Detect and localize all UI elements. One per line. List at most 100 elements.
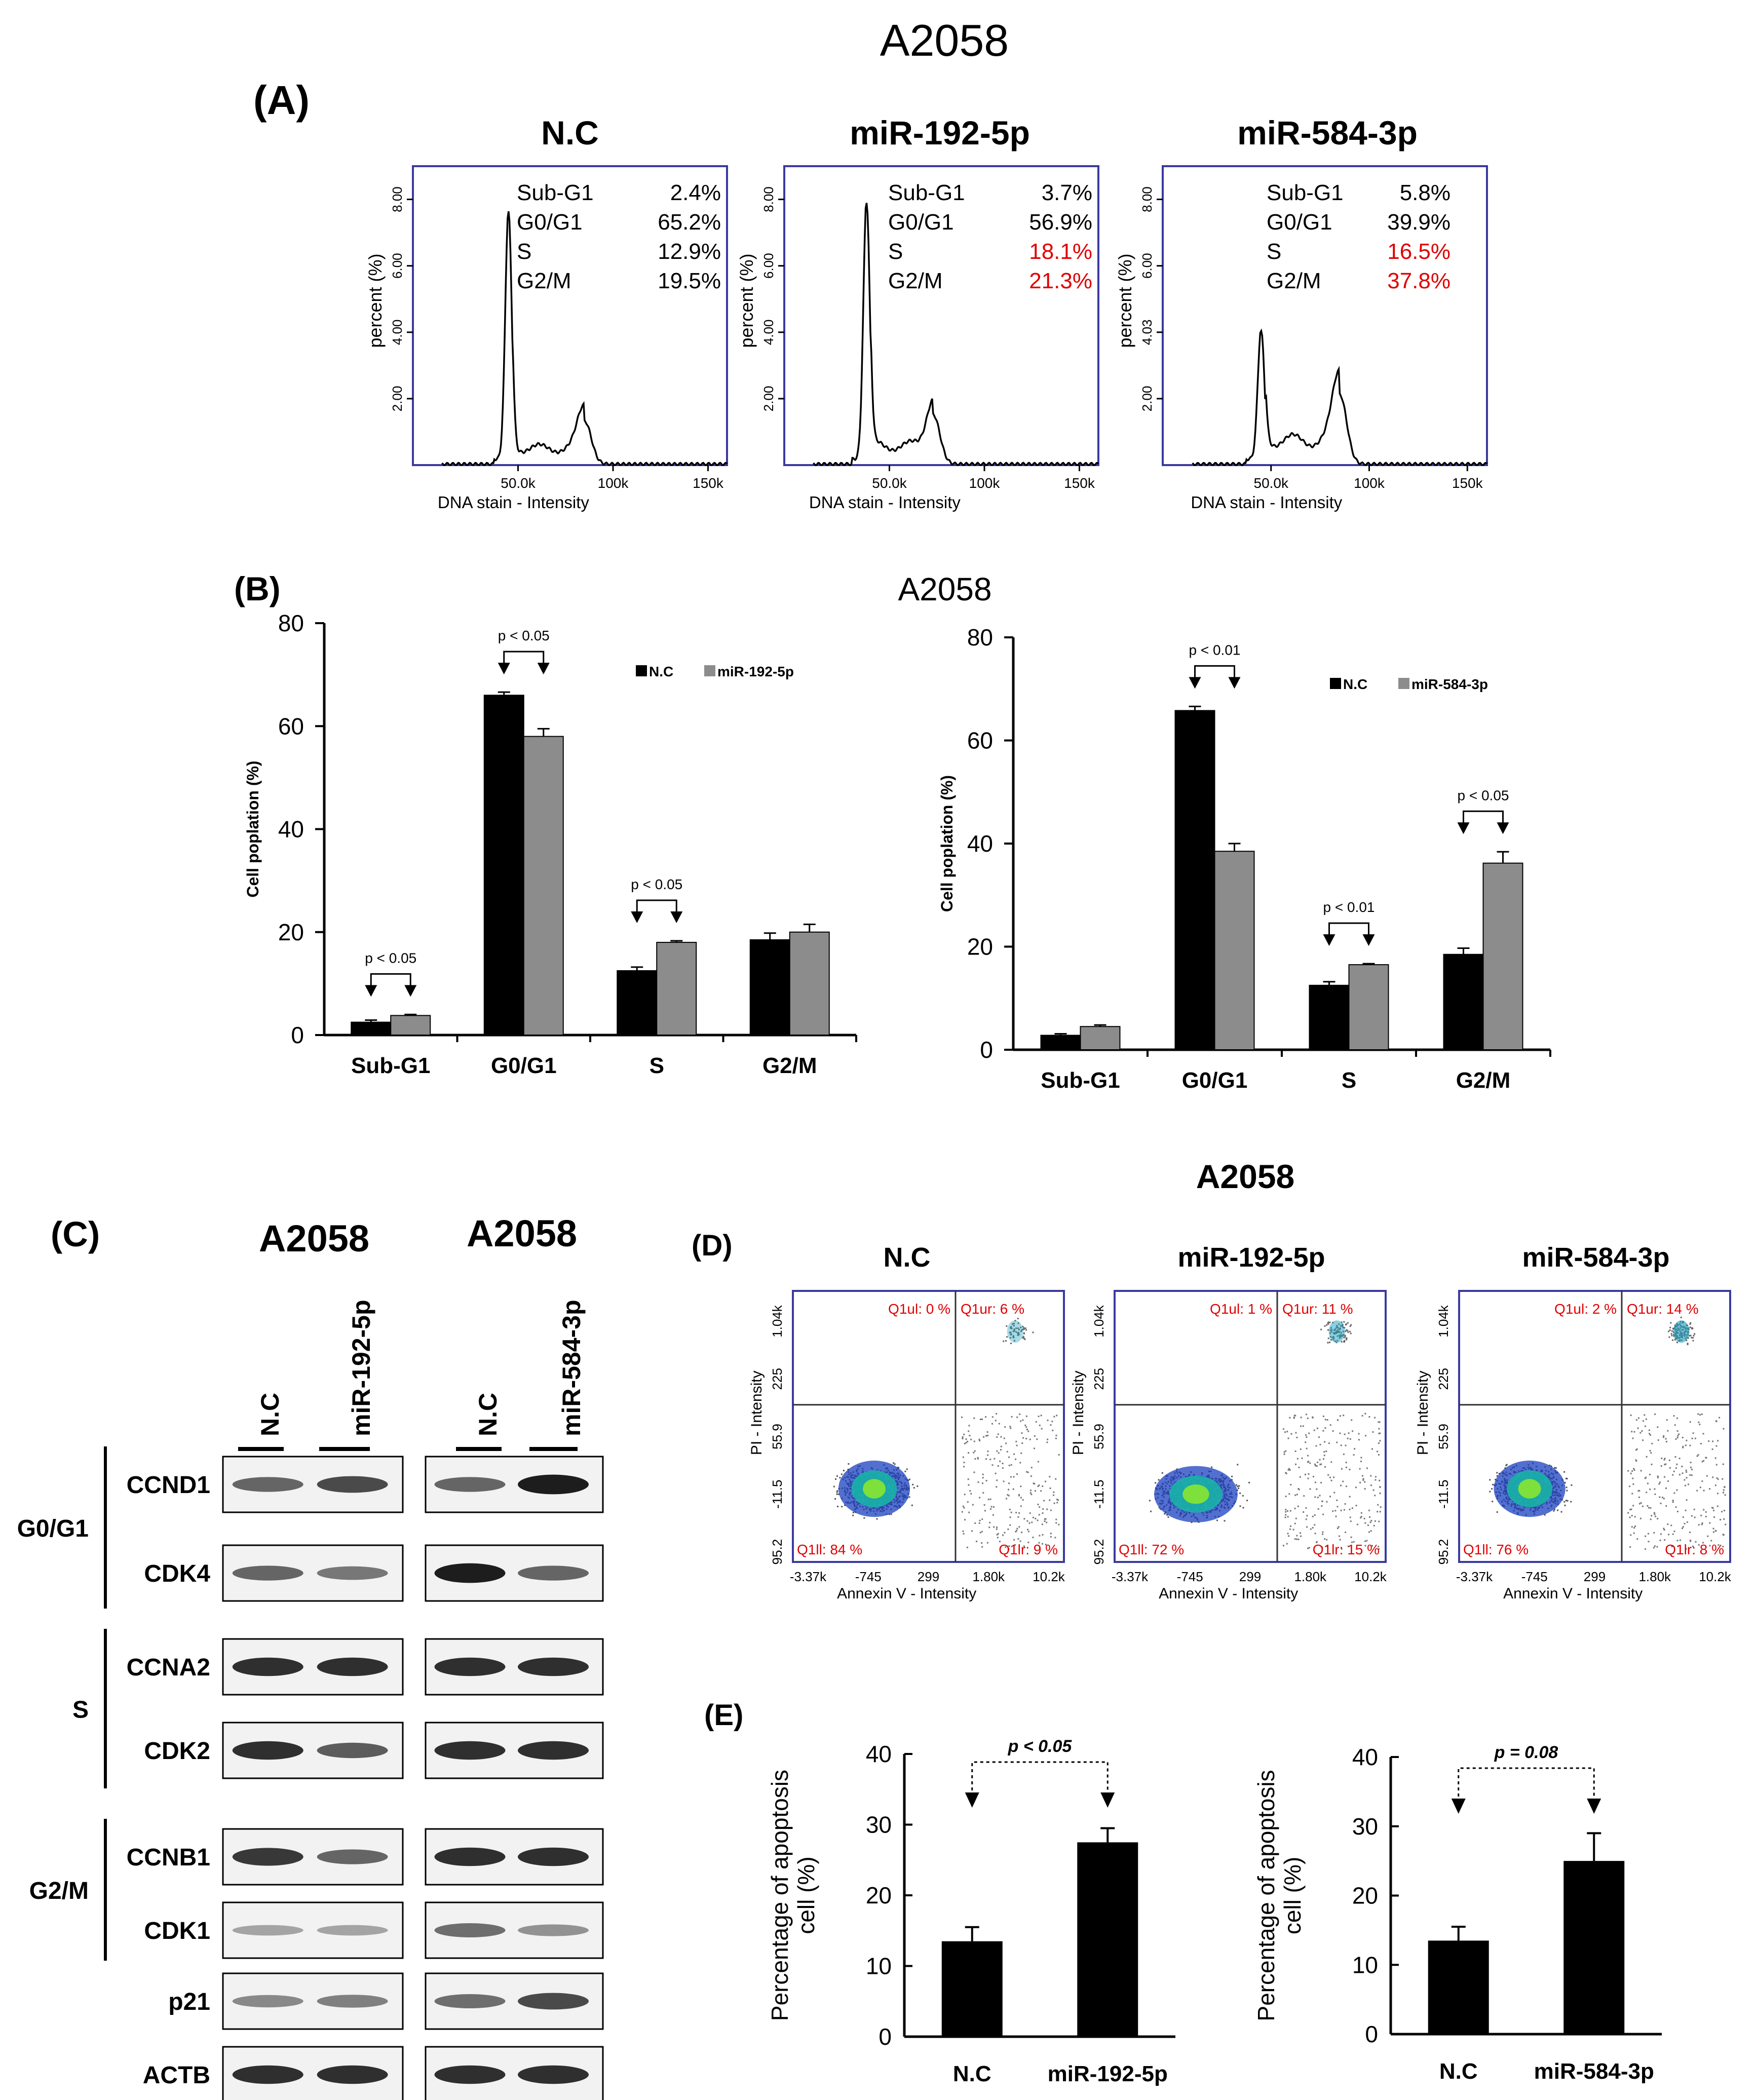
event-dot — [1285, 1472, 1287, 1474]
event-dot — [1319, 1459, 1321, 1461]
event-dot — [1328, 1342, 1330, 1344]
x-tick-label: 10.2k — [1699, 1569, 1732, 1584]
event-dot — [1721, 1511, 1723, 1513]
phase-value: 21.3% — [1029, 269, 1092, 293]
event-dot — [1003, 1480, 1005, 1482]
event-dot — [1050, 1424, 1052, 1426]
event-dot — [1347, 1329, 1349, 1331]
event-dot — [1314, 1463, 1316, 1465]
event-dot — [987, 1454, 989, 1456]
event-dot — [1009, 1516, 1011, 1518]
y-tick-label: 20 — [278, 919, 304, 945]
event-dot — [1693, 1508, 1695, 1510]
event-dot — [1353, 1454, 1355, 1456]
event-dot — [1711, 1448, 1713, 1450]
event-dot — [1349, 1469, 1351, 1471]
event-dot — [1723, 1489, 1725, 1491]
event-dot — [1046, 1521, 1048, 1523]
y-tick-label: 95.2 — [1091, 1539, 1106, 1565]
event-dot — [904, 1470, 906, 1472]
event-dot — [999, 1541, 1001, 1543]
event-dot — [1295, 1463, 1297, 1465]
phase-value: 39.9% — [1387, 210, 1450, 235]
event-dot — [1039, 1535, 1041, 1537]
event-dot — [1689, 1326, 1691, 1328]
bar — [789, 931, 830, 1036]
x-tick-label: 50.0k — [1254, 475, 1289, 491]
blot-band — [317, 1476, 388, 1493]
event-dot — [1321, 1505, 1323, 1507]
event-dot — [1239, 1505, 1241, 1507]
event-dot — [1040, 1415, 1042, 1417]
event-dot — [1671, 1545, 1673, 1547]
event-dot — [1329, 1424, 1331, 1426]
event-dot — [1701, 1461, 1703, 1463]
event-dot — [1022, 1499, 1024, 1501]
y-tick-label: 1.04k — [1436, 1305, 1451, 1338]
event-dot — [1327, 1321, 1329, 1323]
event-dot — [1022, 1328, 1024, 1330]
event-dot — [1005, 1546, 1007, 1548]
event-dot — [1026, 1471, 1028, 1473]
event-dot — [1303, 1511, 1305, 1513]
event-dot — [1364, 1545, 1366, 1547]
bar — [1563, 1861, 1625, 2034]
event-dot — [1717, 1440, 1719, 1442]
event-dot — [1334, 1510, 1337, 1512]
x-tick-label: miR-192-5p — [1048, 2061, 1168, 2086]
event-dot — [989, 1521, 991, 1523]
event-dot — [1339, 1415, 1341, 1417]
event-dot — [1327, 1474, 1329, 1476]
event-dot — [1025, 1438, 1027, 1440]
event-dot — [1658, 1483, 1660, 1485]
event-dot — [1642, 1439, 1644, 1441]
event-dot — [1306, 1526, 1308, 1528]
x-tick-label: G0/G1 — [491, 1053, 557, 1078]
event-dot — [1347, 1545, 1349, 1547]
event-dot — [1049, 1476, 1051, 1478]
x-tick-label: miR-584-3p — [1534, 2059, 1654, 2084]
event-dot — [1650, 1518, 1652, 1520]
event-dot — [1010, 1331, 1012, 1333]
event-dot — [1344, 1335, 1346, 1338]
event-dot — [992, 1514, 994, 1516]
event-dot — [1346, 1485, 1348, 1487]
event-dot — [1015, 1327, 1017, 1329]
density-green — [863, 1479, 886, 1499]
event-dot — [1375, 1520, 1377, 1522]
phase-name: G0/G1 — [517, 210, 583, 235]
event-dot — [1368, 1416, 1370, 1418]
y-tick-label: -11.5 — [770, 1480, 785, 1509]
event-dot — [979, 1532, 981, 1534]
event-dot — [1505, 1464, 1507, 1466]
event-dot — [1338, 1535, 1340, 1537]
blot-band — [518, 1566, 589, 1581]
flow-title: N.C — [884, 1242, 931, 1273]
event-dot — [1672, 1533, 1674, 1535]
event-dot — [1290, 1525, 1292, 1527]
event-dot — [1018, 1526, 1020, 1528]
significance-arrow — [1451, 1799, 1466, 1814]
legend-swatch — [704, 665, 715, 676]
event-dot — [969, 1435, 971, 1437]
event-dot — [1289, 1469, 1291, 1471]
blot-band — [434, 1994, 506, 2008]
event-dot — [1285, 1514, 1287, 1516]
event-dot — [1024, 1327, 1026, 1329]
event-dot — [1370, 1475, 1372, 1477]
significance-arrow — [537, 663, 550, 675]
quadrant-label-lr: Q1lr: 8 % — [1665, 1542, 1724, 1557]
x-axis-label: Annexin V - Intensity — [1503, 1585, 1643, 1602]
event-dot — [1343, 1415, 1345, 1417]
event-dot — [965, 1438, 967, 1440]
event-dot — [1018, 1331, 1020, 1333]
event-dot — [1350, 1520, 1352, 1522]
event-dot — [1340, 1444, 1342, 1446]
x-axis-label: DNA stain - Intensity — [1191, 493, 1342, 512]
event-dot — [1314, 1533, 1316, 1535]
event-dot — [1628, 1485, 1630, 1487]
bar — [1080, 1026, 1121, 1051]
event-dot — [1654, 1545, 1656, 1547]
event-dot — [1045, 1518, 1047, 1520]
event-dot — [974, 1522, 976, 1524]
